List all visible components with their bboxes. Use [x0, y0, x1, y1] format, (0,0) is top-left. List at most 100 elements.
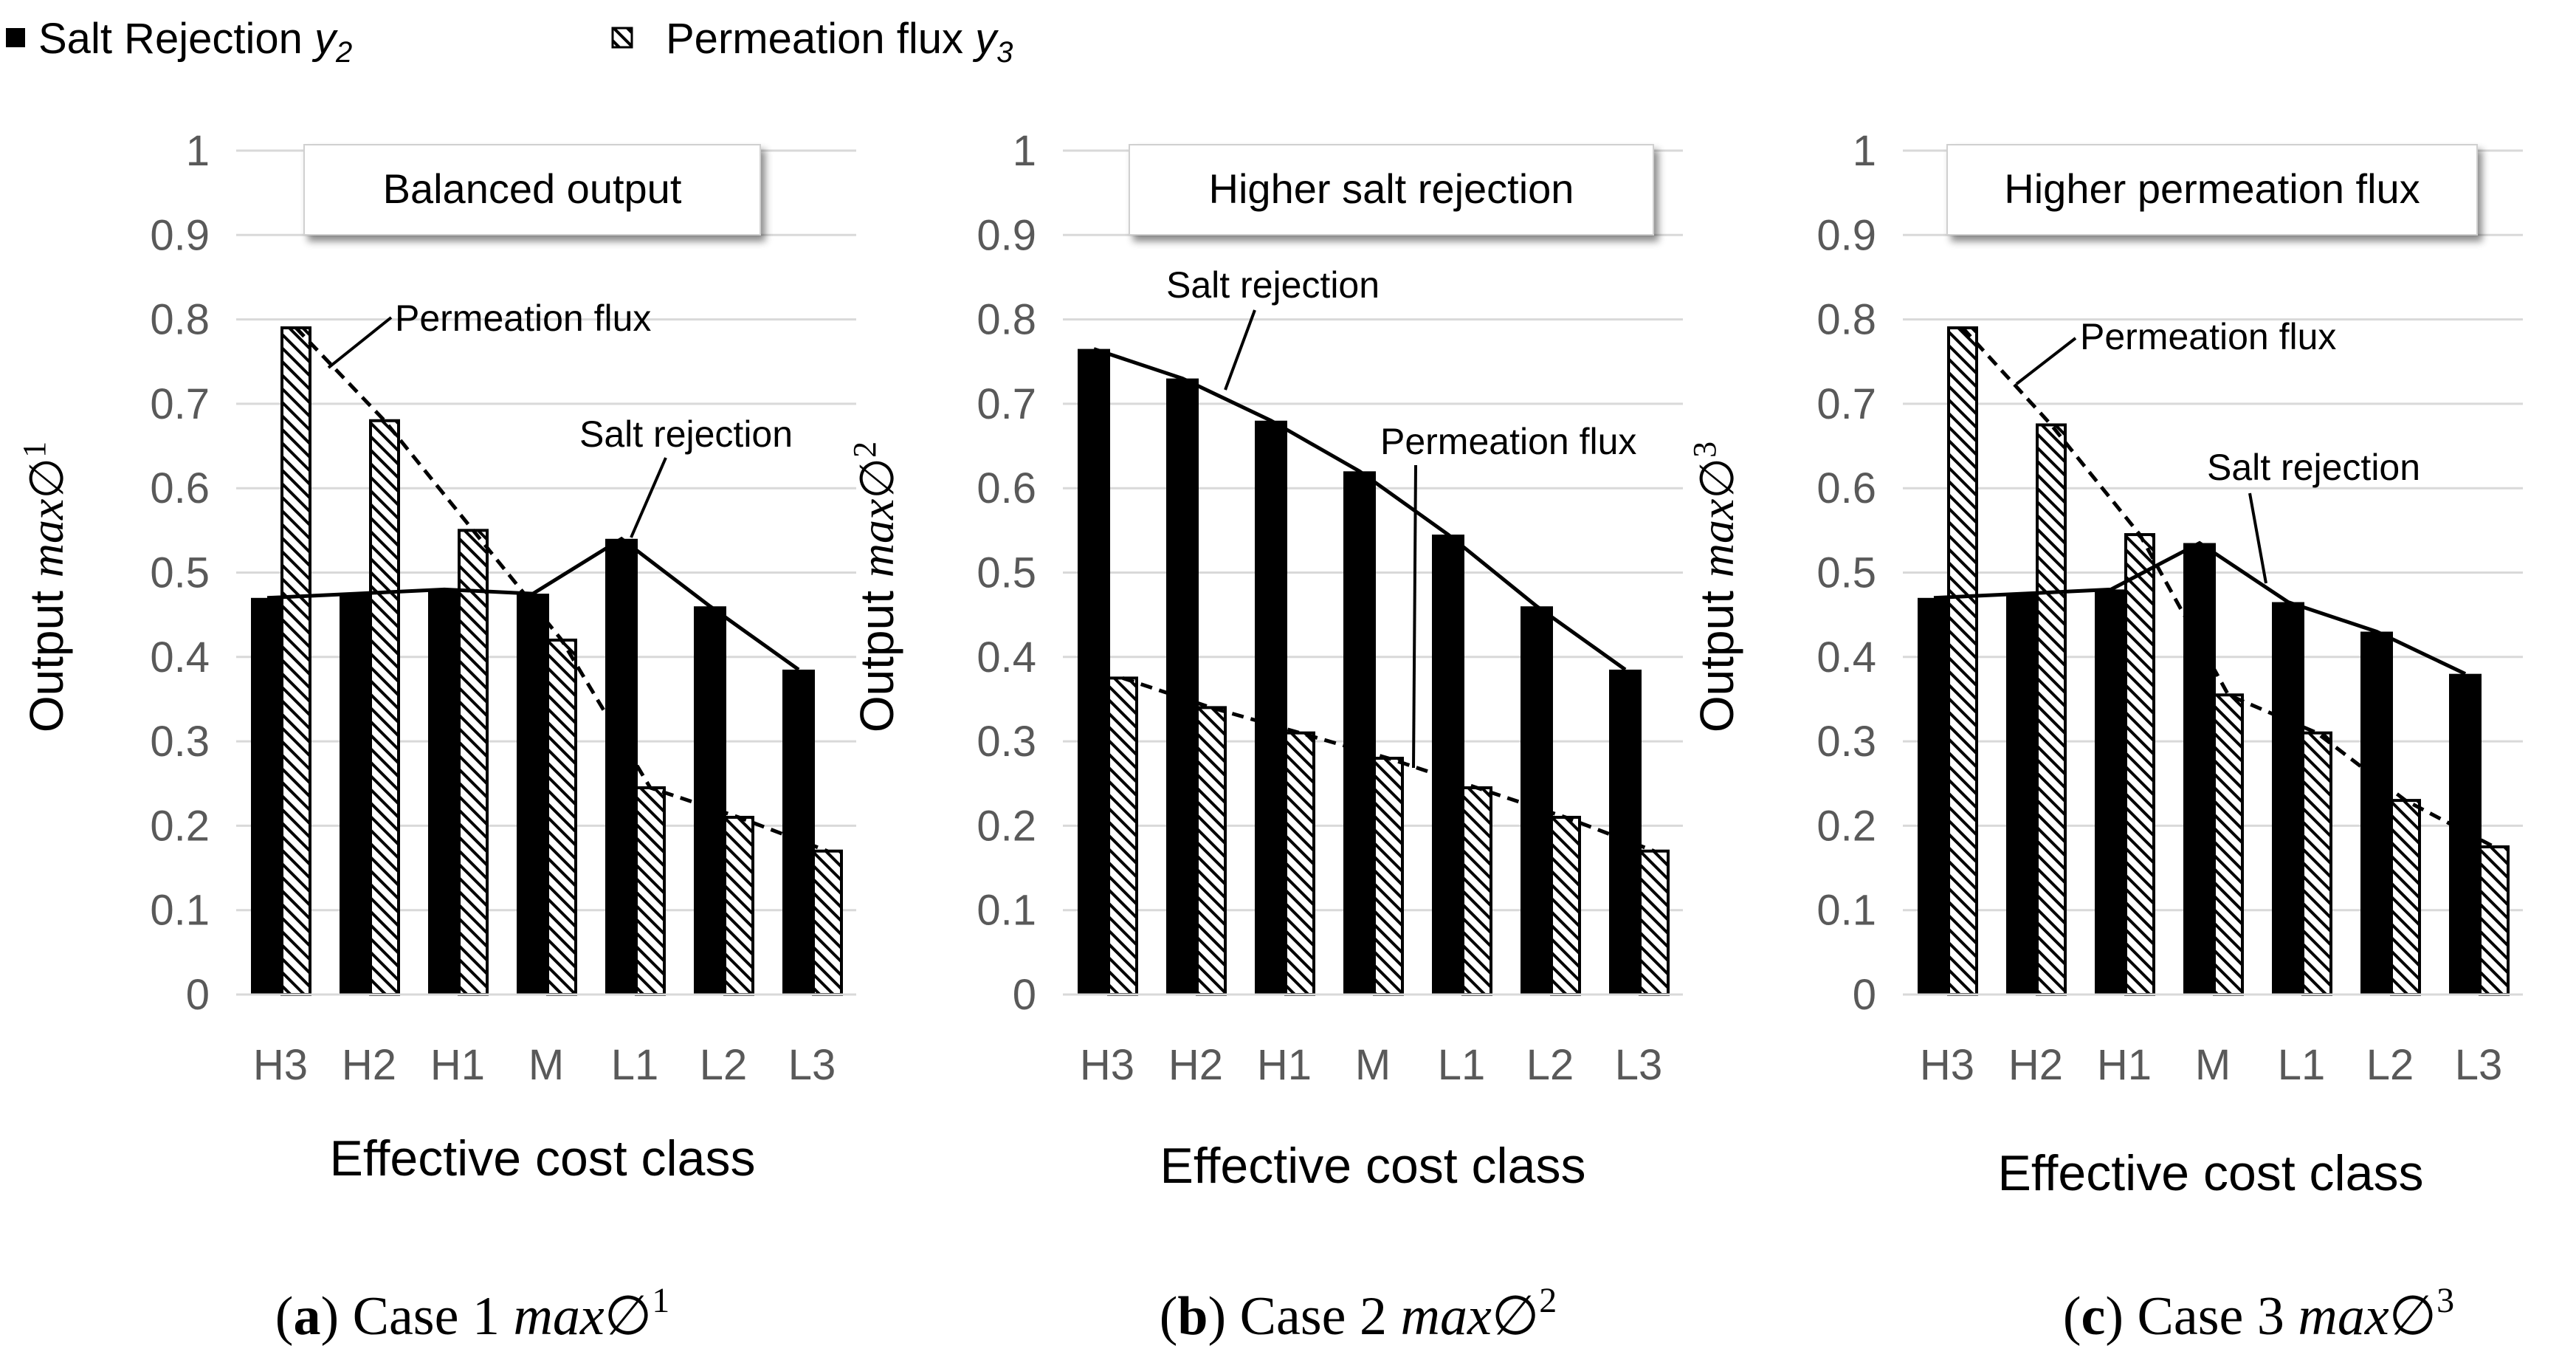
panel-c-title: Higher permeation flux: [2004, 165, 2420, 212]
panel-a-bar-permeation-flux-h2: [369, 419, 400, 996]
panel-a-bar-permeation-flux-h1: [458, 529, 489, 996]
panel-c-y-axis-label: Output max∅3: [1687, 442, 1743, 732]
panel-a-trend-lines: [266, 326, 828, 854]
panel-c-bar-salt-rejection-l1: [2272, 602, 2304, 995]
panel-c-bar-permeation-flux-l2: [2390, 799, 2421, 996]
panel-c-x-axis-label: Effective cost class: [1998, 1145, 2424, 1201]
panel-b-x-tick-label: H2: [1168, 1041, 1223, 1089]
panel-a-bar-permeation-flux-l3: [812, 849, 843, 996]
panel-a-y-tick-label: 0.9: [150, 211, 210, 259]
panel-a-bar-salt-rejection-h2: [340, 594, 372, 995]
panel-c-line-permeation-flux: [1961, 326, 2496, 849]
panel-a-bar-salt-rejection-l1: [605, 538, 638, 995]
panel-a-x-tick-label: H1: [430, 1041, 485, 1089]
panel-a-bar-permeation-flux-l2: [723, 815, 754, 996]
panel-b-annotation-salt-rejection: Salt rejection: [1166, 264, 1380, 306]
panel-b-y-tick-label: 0.7: [977, 380, 1036, 428]
panel-b-title-box: Higher salt rejection: [1129, 144, 1654, 236]
panel-b-bar-salt-rejection-h1: [1255, 420, 1287, 995]
panel-a-y-tick-label: 0.6: [150, 464, 210, 512]
legend-label-permeation-flux: Permeation flux y3: [666, 15, 1013, 69]
panel-a-x-ticks: H3 H2 H1 M L1 L2 L3: [253, 1041, 836, 1089]
panel-b-y-tick-label: 0.6: [977, 464, 1036, 512]
panel-b-y-tick-label: 0.5: [977, 549, 1036, 597]
panel-b-bar-salt-rejection-h2: [1166, 378, 1199, 995]
panel-b-y-axis-label: Output max∅2: [847, 442, 903, 732]
panel-b-y-tick-label: 0.4: [977, 633, 1036, 681]
panel-b-x-tick-label: L3: [1615, 1041, 1663, 1089]
panel-c: 0 0.1 0.2 0.3 0.4 0.5 0.6 0.7 0.8 0.9 1 H3 H2 H1 M L1 L…: [1687, 127, 2523, 1347]
panel-a-y-tick-label: 0.2: [150, 802, 210, 850]
panel-c-y-tick-label: 0.5: [1816, 549, 1876, 597]
panel-b-y-tick-label: 0.1: [977, 887, 1036, 935]
panel-a-y-tick-label: 0.5: [150, 549, 210, 597]
panel-a-x-tick-label: H3: [253, 1041, 308, 1089]
panel-c-y-tick-label: 0.2: [1816, 802, 1876, 850]
panel-c-bar-permeation-flux-h2: [2036, 423, 2067, 996]
panel-a-line-salt-rejection: [266, 536, 800, 671]
panel-a-y-ticks: 0 0.1 0.2 0.3 0.4 0.5 0.6 0.7 0.8 0.9 1: [150, 127, 210, 1019]
panel-a-y-tick-label: 0.8: [150, 296, 210, 344]
panel-c-x-tick-label: L2: [2366, 1041, 2414, 1089]
panel-b-bar-salt-rejection-l3: [1609, 669, 1642, 995]
panel-c-bar-permeation-flux-h3: [1947, 326, 1978, 996]
panel-c-x-tick-label: L3: [2455, 1041, 2503, 1089]
panel-c-x-tick-label: H2: [2008, 1041, 2063, 1089]
panel-b-bar-permeation-flux-l2: [1550, 815, 1581, 996]
panel-c-y-tick-label: 0.6: [1816, 464, 1876, 512]
panel-a-bar-permeation-flux-h3: [280, 326, 311, 996]
panel-a-y-tick-label: 0.7: [150, 380, 210, 428]
panel-c-bar-salt-rejection-m: [2183, 543, 2216, 995]
panel-a-bar-salt-rejection-h3: [251, 597, 283, 995]
panel-c-bar-permeation-flux-h1: [2124, 533, 2155, 996]
panel-c-bar-salt-rejection-l2: [2360, 631, 2393, 995]
panel-c-bar-permeation-flux-l1: [2301, 731, 2332, 996]
panel-a: 0 0.1 0.2 0.3 0.4 0.5 0.6 0.7 0.8 0.9 1 H3 H2 H1 M L1 L…: [16, 127, 856, 1347]
panel-b-annotation-permeation-flux: Permeation flux: [1380, 421, 1636, 462]
panel-b-bar-salt-rejection-h3: [1078, 348, 1110, 995]
panel-c-annotation-salt-rejection: Salt rejection: [2207, 447, 2420, 488]
panel-b-bar-salt-rejection-l1: [1432, 535, 1464, 995]
panel-c-bars: [1918, 326, 2510, 996]
panel-c-x-tick-label: M: [2195, 1041, 2231, 1089]
panel-c-y-tick-label: 0.4: [1816, 633, 1876, 681]
legend-label-salt-rejection: Salt Rejection y2: [38, 15, 352, 69]
panel-c-bar-permeation-flux-m: [2213, 693, 2244, 996]
panel-a-title-box: Balanced output: [303, 144, 761, 236]
panel-b: 0 0.1 0.2 0.3 0.4 0.5 0.6 0.7 0.8 0.9 1 H3 H2 H1 M L1 L…: [847, 127, 1683, 1347]
panel-a-bars: [251, 326, 843, 996]
panel-c-y-tick-label: 1: [1853, 127, 1876, 175]
panel-c-leader-salt-rejection: [2248, 492, 2267, 584]
panel-a-y-tick-label: 1: [186, 127, 210, 175]
panel-c-title-box: Higher permeation flux: [1946, 144, 2478, 236]
panel-a-x-tick-label: L2: [700, 1041, 748, 1089]
panel-a-bar-salt-rejection-l3: [782, 669, 815, 995]
panel-b-y-ticks: 0 0.1 0.2 0.3 0.4 0.5 0.6 0.7 0.8 0.9 1: [977, 127, 1036, 1019]
panel-a-bar-permeation-flux-m: [546, 638, 577, 996]
panel-c-annotation-permeation-flux: Permeation flux: [2080, 316, 2336, 357]
panel-b-x-tick-label: L2: [1526, 1041, 1574, 1089]
panel-c-bar-salt-rejection-h1: [2095, 589, 2127, 995]
panel-b-x-axis-label: Effective cost class: [1160, 1138, 1586, 1194]
panel-b-x-tick-label: H3: [1080, 1041, 1134, 1089]
panel-b-bar-permeation-flux-h3: [1107, 676, 1138, 996]
panel-c-y-tick-label: 0: [1853, 971, 1876, 1019]
panel-b-y-tick-label: 0.3: [977, 718, 1036, 766]
panel-c-bar-salt-rejection-h3: [1918, 597, 1950, 995]
panel-a-annotation-permeation-flux: Permeation flux: [395, 298, 651, 339]
panel-c-line-salt-rejection: [1933, 540, 2467, 676]
panel-c-bar-salt-rejection-h2: [2006, 594, 2039, 995]
panel-c-x-tick-label: L1: [2278, 1041, 2326, 1089]
panel-c-y-tick-label: 0.3: [1816, 718, 1876, 766]
panel-c-leader-permeation-flux: [2015, 337, 2077, 385]
panel-c-y-tick-label: 0.1: [1816, 887, 1876, 935]
panel-a-y-tick-label: 0.3: [150, 718, 210, 766]
panel-b-trend-lines: [1093, 347, 1655, 854]
panel-c-x-ticks: H3 H2 H1 M L1 L2 L3: [1920, 1041, 2502, 1089]
panel-a-bar-salt-rejection-m: [517, 594, 549, 995]
panel-a-leader-permeation-flux: [327, 316, 393, 369]
panel-a-caption: (a) Case 1 max∅1: [275, 1281, 669, 1347]
panel-c-x-tick-label: H1: [2097, 1041, 2152, 1089]
panel-b-caption: (b) Case 2 max∅2: [1160, 1281, 1557, 1347]
panel-c-caption: (c) Case 3 max∅3: [2063, 1281, 2454, 1347]
